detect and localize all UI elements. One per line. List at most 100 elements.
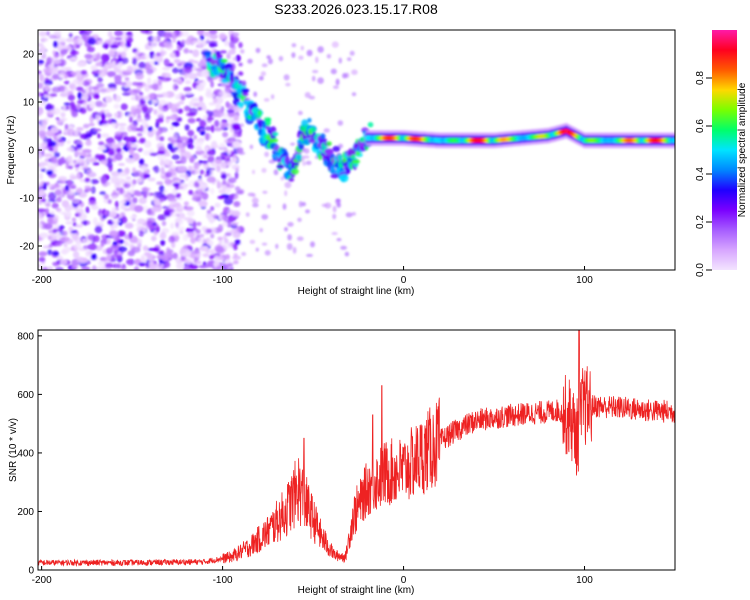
spectrogram-noise-blob <box>149 60 155 66</box>
y-tick-label: 400 <box>17 448 34 459</box>
spectrogram-noise-blob <box>189 100 194 107</box>
spectrogram-noise-blob <box>227 214 237 222</box>
spectrogram-noise-blob <box>161 206 171 209</box>
spectrogram-noise-blob <box>63 67 72 71</box>
spectrogram-noise-blob <box>227 103 234 110</box>
spectrogram-noise-blob <box>255 47 261 54</box>
spectrogram-noise-blob <box>230 229 239 234</box>
spectrogram-noise-blob <box>65 221 73 225</box>
spectrogram-noise-blob <box>60 236 70 242</box>
spectrogram-noise-blob <box>210 124 215 133</box>
spectrogram-noise-blob <box>163 58 170 66</box>
spectrogram-noise-blob <box>53 151 60 158</box>
spectrogram-noise-blob <box>284 190 288 197</box>
spectrogram-noise-blob <box>142 110 152 115</box>
spectrogram-ridge-blob <box>307 117 312 123</box>
spectrogram-noise-blob <box>155 121 160 129</box>
spectrogram-noise-blob <box>222 131 229 138</box>
spectrogram-noise-blob <box>152 99 158 104</box>
spectrogram-noise-blob <box>40 100 46 106</box>
spectrogram-noise-blob <box>140 165 148 171</box>
spectrogram-noise-blob <box>290 142 296 146</box>
spectrogram-noise-blob <box>315 56 319 64</box>
spectrogram-noise-blob <box>191 170 197 175</box>
spectrogram-noise-blob <box>308 95 315 100</box>
spectrogram-noise-blob <box>109 230 119 237</box>
spectrogram-noise-blob <box>187 231 195 238</box>
spectrogram-noise-blob <box>152 83 159 91</box>
spectrogram-noise-blob <box>219 32 226 40</box>
spectrogram-noise-blob <box>207 110 214 117</box>
spectrogram-noise-blob <box>214 202 221 208</box>
spectrogram-noise-blob <box>62 230 68 237</box>
spectrogram-noise-blob <box>156 52 161 57</box>
spectrogram-noise-blob <box>44 77 50 83</box>
spectrogram-noise-blob <box>193 164 199 170</box>
spectrogram-noise-blob <box>38 73 45 82</box>
spectrogram-noise-blob <box>60 112 66 118</box>
spectrogram-noise-blob <box>91 186 96 194</box>
spectrogram-noise-blob <box>170 222 175 230</box>
spectrogram-noise-blob <box>61 200 70 208</box>
spectrogram-noise-blob <box>147 99 154 105</box>
spectrogram-noise-blob <box>70 265 79 270</box>
spectrogram-noise-blob <box>82 80 91 87</box>
spectrogram-noise-blob <box>75 166 79 172</box>
spectrogram-noise-blob <box>95 54 101 61</box>
spectrogram-x-label: Height of straight line (km) <box>298 286 415 297</box>
spectrogram-noise-blob <box>53 30 62 37</box>
spectrogram-noise-blob <box>196 221 202 226</box>
spectrogram-noise-blob <box>90 179 99 185</box>
spectrogram-noise-blob <box>139 98 146 106</box>
spectrogram-noise-blob <box>118 170 129 177</box>
spectrogram-noise-blob <box>67 94 75 101</box>
spectrogram-noise-blob <box>72 251 80 259</box>
spectrogram-noise-blob <box>275 243 279 249</box>
spectrogram-noise-blob <box>259 228 264 233</box>
spectrogram-noise-blob <box>93 128 102 132</box>
spectrogram-ridge-blob <box>276 164 285 170</box>
spectrogram-noise-blob <box>77 91 82 100</box>
spectrogram-ridge-blob <box>237 101 244 109</box>
spectrogram-noise-blob <box>60 48 68 55</box>
spectrogram-ridge-blob <box>290 168 299 175</box>
spectrogram-noise-blob <box>111 122 116 128</box>
spectrogram-noise-blob <box>345 212 353 218</box>
spectrogram-noise-blob <box>48 140 57 147</box>
spectrogram-noise-blob <box>107 31 113 37</box>
spectrogram-noise-blob <box>335 198 341 203</box>
spectrogram-noise-blob <box>152 36 158 42</box>
spectrogram-noise-blob <box>219 50 227 54</box>
spectrogram-noise-blob <box>219 142 226 149</box>
spectrogram-noise-blob <box>234 186 241 192</box>
spectrogram-noise-blob <box>80 109 87 114</box>
spectrogram-noise-blob <box>106 71 116 77</box>
y-tick-label: 0 <box>28 566 34 577</box>
spectrogram-noise-blob <box>50 109 56 115</box>
spectrogram-noise-blob <box>176 205 185 213</box>
spectrogram-noise-blob <box>88 251 93 255</box>
spectrogram-noise-blob <box>140 30 150 34</box>
spectrogram-noise-blob <box>194 140 204 147</box>
spectrogram-noise-blob <box>73 78 78 83</box>
spectrogram-noise-blob <box>201 40 208 47</box>
spectrogram-noise-blob <box>163 32 173 39</box>
spectrogram-noise-blob <box>218 90 228 96</box>
spectrogram-noise-blob <box>155 225 160 233</box>
spectrogram-noise-blob <box>342 72 348 79</box>
spectrogram-noise-blob <box>67 179 73 187</box>
spectrogram-noise-blob <box>64 184 70 192</box>
spectrogram-noise-blob <box>183 201 189 206</box>
colorbar-label: Normalized spectral amplitude <box>737 82 748 217</box>
spectrogram-noise-blob <box>212 97 218 104</box>
spectrogram-noise-blob <box>172 67 179 74</box>
spectrogram-noise-blob <box>189 49 193 54</box>
spectrogram-noise-blob <box>38 125 44 130</box>
spectrogram-noise-blob <box>86 169 93 173</box>
spectrogram-noise-blob <box>56 207 62 212</box>
spectrogram-noise-blob <box>184 80 191 85</box>
spectrogram-noise-blob <box>227 150 232 155</box>
x-tick-label: -200 <box>32 275 52 286</box>
spectrogram-ridge-blob <box>330 166 335 171</box>
spectrogram-noise-blob <box>183 48 189 54</box>
